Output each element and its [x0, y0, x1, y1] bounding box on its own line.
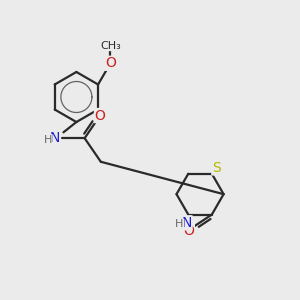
Text: CH₃: CH₃	[100, 40, 121, 51]
Text: O: O	[105, 56, 116, 70]
Text: N: N	[50, 131, 60, 145]
Text: O: O	[183, 224, 194, 238]
Text: H: H	[175, 219, 184, 229]
Text: N: N	[182, 216, 192, 230]
Text: H: H	[44, 135, 52, 145]
Text: O: O	[94, 109, 105, 122]
Text: S: S	[212, 161, 220, 175]
